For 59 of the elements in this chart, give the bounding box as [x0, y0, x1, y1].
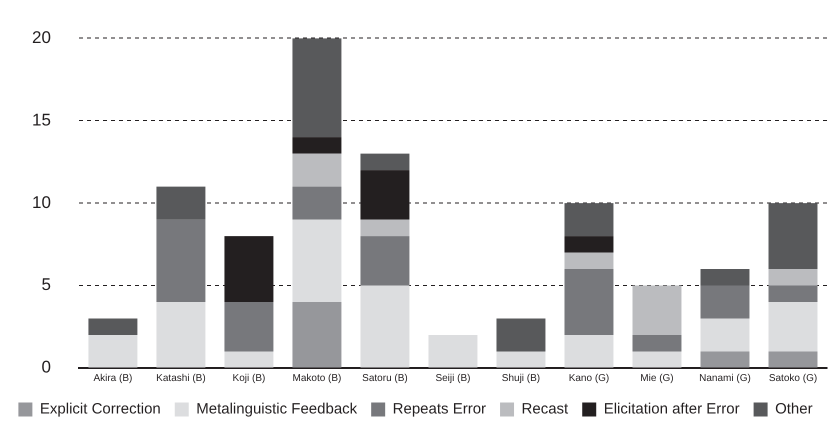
bar — [768, 286, 818, 302]
bar — [632, 286, 682, 336]
bar — [700, 352, 750, 368]
legend-label: Elicitation after Error — [604, 400, 740, 418]
bar — [496, 352, 546, 368]
y-tick-label: 0 — [41, 358, 51, 377]
bar — [428, 335, 478, 368]
bar — [700, 269, 750, 286]
bar — [156, 186, 206, 220]
bar — [700, 286, 750, 319]
x-tick-label: Satoru (B) — [362, 372, 408, 384]
bar — [768, 302, 818, 352]
bar — [700, 318, 750, 352]
bar — [292, 302, 342, 368]
bar — [768, 269, 818, 286]
bar — [632, 352, 682, 368]
legend-label: Repeats Error — [392, 400, 486, 418]
bar — [360, 154, 410, 170]
bar — [768, 352, 818, 368]
x-tick-label: Makoto (B) — [292, 372, 342, 384]
bar — [292, 137, 342, 154]
x-tick-label: Kano (G) — [568, 372, 610, 384]
bar — [156, 220, 206, 302]
bar — [88, 335, 138, 368]
bar — [564, 203, 614, 236]
bar — [360, 220, 410, 236]
bar — [564, 236, 614, 253]
bar — [768, 203, 818, 270]
bar — [632, 335, 682, 352]
y-tick-label: 10 — [32, 192, 51, 212]
x-tick-label: Koji (B) — [232, 372, 266, 384]
bar — [292, 154, 342, 187]
bar — [88, 318, 138, 336]
x-tick-label: Katashi (B) — [156, 372, 206, 384]
y-tick-label: 20 — [32, 28, 51, 47]
y-tick-label: 5 — [41, 275, 51, 294]
bar — [360, 286, 410, 368]
bar — [292, 220, 342, 302]
legend-label: Other — [775, 400, 813, 418]
bar — [360, 236, 410, 286]
x-tick-label: Shuji (B) — [502, 372, 540, 384]
bar — [292, 38, 342, 138]
bar — [292, 186, 342, 220]
bar — [564, 252, 614, 270]
bar — [224, 352, 274, 368]
bar — [564, 335, 614, 368]
legend-label: Metalinguistic Feedback — [196, 400, 358, 418]
bar — [156, 302, 206, 368]
y-tick-label: 15 — [32, 110, 51, 130]
x-tick-label: Mie (G) — [640, 372, 674, 384]
bar — [496, 318, 546, 352]
x-tick-label: Nanami (G) — [699, 372, 751, 384]
legend-label: Recast — [522, 400, 570, 418]
x-tick-label: Akira (B) — [93, 372, 132, 384]
bar — [224, 302, 274, 352]
bar — [564, 269, 614, 336]
x-tick-label: Seiji (B) — [435, 372, 470, 384]
x-tick-label: Satoko (G) — [768, 372, 818, 384]
legend-label: Explicit Correction — [40, 400, 161, 418]
